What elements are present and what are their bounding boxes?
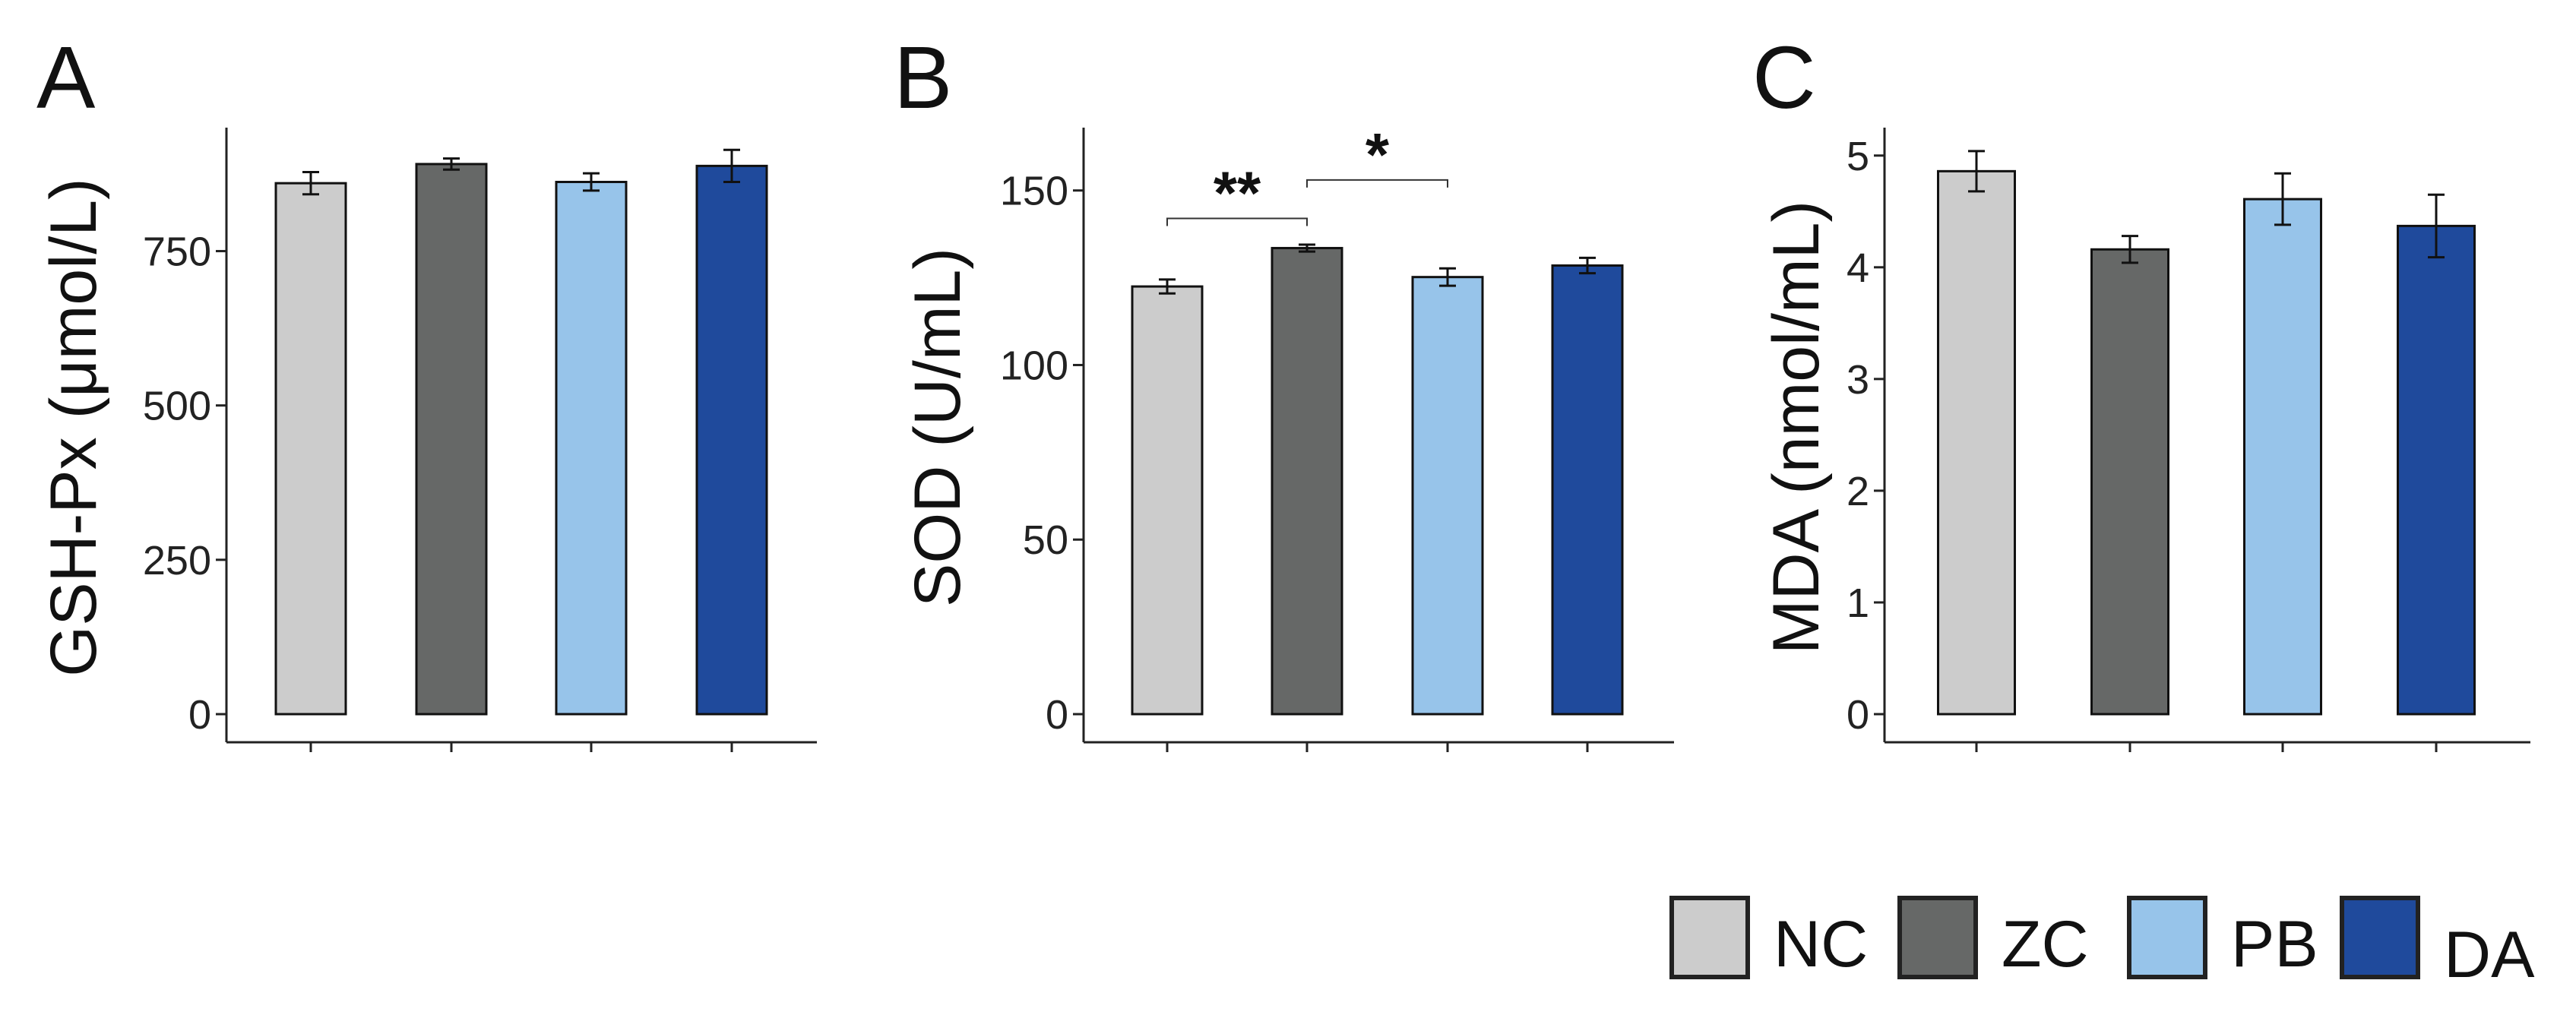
legend-swatch-pb [2127,896,2207,979]
y-axis-title: MDA (nmol/mL) [1760,201,1833,654]
y-tick-label: 100 [1000,343,1068,388]
panel-a: A 0 250 500 750 GSH-Px (μmol/L) [36,28,817,752]
legend-label-pb: PB [2231,908,2318,981]
y-axis-title: SOD (U/mL) [901,248,974,607]
bar-zc [2090,248,2169,716]
legend: NC ZC PB DA [1669,896,2535,991]
bar-nc [1937,169,2016,716]
y-tick-label: 0 [188,692,211,738]
bar-zc [415,163,488,716]
y-tick-label: 0 [1046,692,1068,738]
y-tick-label: 250 [143,538,211,583]
legend-label-da: DA [2444,919,2535,991]
panel-b-letter: B [894,28,952,127]
panel-a-plot: 0 250 500 750 GSH-Px (μmol/L) [37,128,817,752]
y-tick-label: 5 [1847,134,1869,179]
y-tick-label: 50 [1023,517,1068,563]
bar-pb [555,181,628,716]
y-tick-label: 4 [1847,245,1869,291]
bar-nc [1131,285,1204,716]
y-tick-label: 500 [143,384,211,429]
y-tick-label: 3 [1847,357,1869,403]
y-tick-label: 750 [143,229,211,275]
y-axis-title: GSH-Px (μmol/L) [37,178,110,676]
bar-da [695,164,768,716]
legend-label-zc: ZC [2002,908,2089,981]
significance-bracket [1306,179,1448,188]
panel-c: C 0 1 2 3 4 5 MDA (nmol/mL) [1752,28,2530,752]
panel-c-plot: 0 1 2 3 4 5 MDA (nmol/mL) [1760,128,2530,752]
y-tick-label: 0 [1847,692,1869,738]
y-tick-label: 2 [1847,469,1869,514]
bar-pb [2243,198,2322,716]
bar-zc [1271,247,1343,716]
legend-swatch-zc [1897,896,1978,979]
legend-swatch-da [2340,896,2420,979]
bar-da [1551,264,1624,716]
significance-bracket [1166,217,1308,226]
legend-swatch-nc [1669,896,1750,979]
panel-a-letter: A [36,28,96,127]
legend-label-nc: NC [1774,908,1868,981]
y-tick-label: 1 [1847,580,1869,626]
significance-label: * [1366,121,1390,188]
significance-label: ** [1214,159,1261,226]
y-tick-label: 150 [1000,169,1068,214]
bar-da [2397,224,2476,716]
bar-pb [1411,276,1484,716]
panel-c-letter: C [1752,28,1816,127]
bar-nc [274,182,347,716]
